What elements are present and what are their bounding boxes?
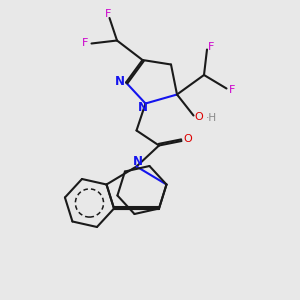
Text: O: O bbox=[184, 134, 193, 145]
Text: O: O bbox=[194, 112, 203, 122]
Text: F: F bbox=[105, 9, 111, 20]
Text: N: N bbox=[133, 155, 143, 168]
Text: N: N bbox=[114, 75, 124, 88]
Text: F: F bbox=[228, 85, 235, 95]
Text: F: F bbox=[82, 38, 88, 48]
Text: F: F bbox=[207, 41, 214, 52]
Text: N: N bbox=[137, 100, 148, 114]
Text: ·H: ·H bbox=[206, 113, 217, 123]
